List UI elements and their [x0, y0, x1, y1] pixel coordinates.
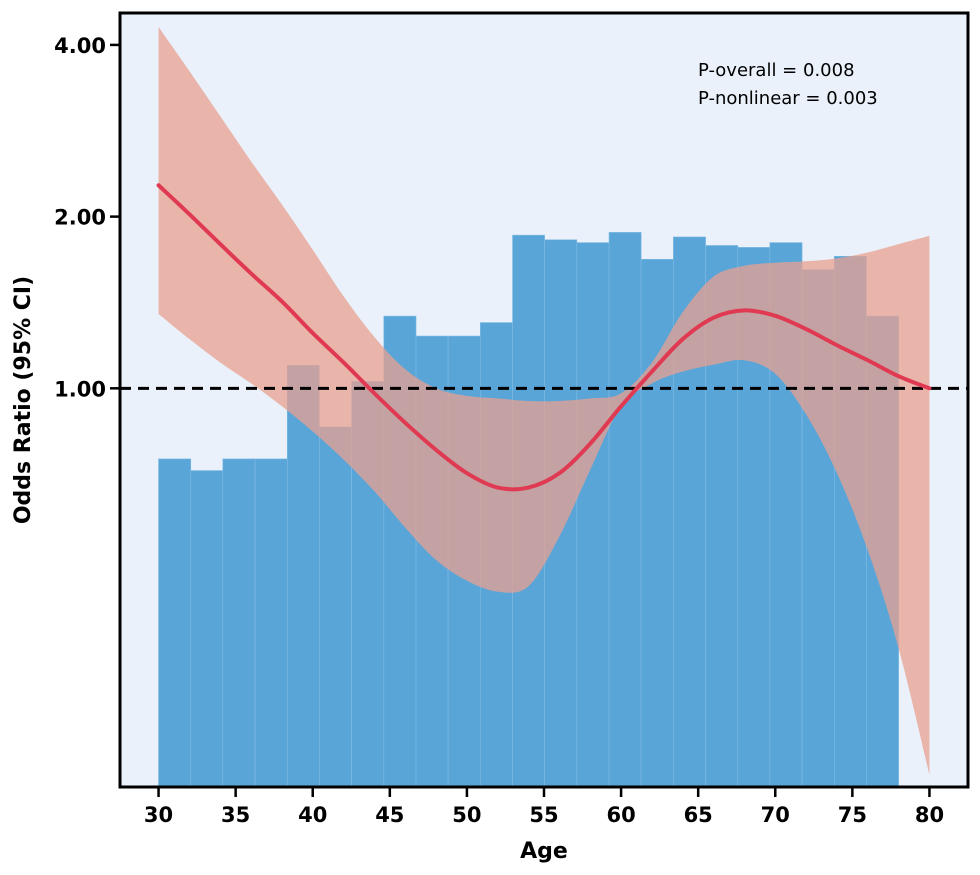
histogram-bar	[190, 470, 224, 788]
x-tick-label: 75	[838, 803, 867, 827]
x-tick-label: 45	[375, 803, 404, 827]
y-tick-label: 2.00	[54, 206, 106, 230]
histogram-bar	[319, 426, 352, 788]
y-tick-label: 1.00	[54, 377, 106, 401]
x-tick-label: 30	[144, 803, 173, 827]
histogram-bar	[254, 458, 288, 788]
x-tick-label: 65	[684, 803, 713, 827]
x-tick-label: 40	[298, 803, 327, 827]
x-tick-label: 70	[761, 803, 790, 827]
histogram-bar	[158, 458, 192, 788]
x-axis-title: Age	[520, 839, 568, 864]
p-overall-annotation: P-overall = 0.008	[698, 60, 855, 81]
y-axis-title: Odds Ratio (95% CI)	[11, 276, 36, 524]
histogram-bar	[576, 242, 610, 788]
y-tick-label: 4.00	[54, 34, 106, 58]
histogram-bar	[222, 458, 256, 788]
x-tick-label: 50	[452, 803, 481, 827]
x-tick-label: 55	[529, 803, 558, 827]
histogram-bar	[608, 232, 642, 788]
y-axis: 1.00 2.00 4.00	[54, 34, 120, 401]
confidence-band	[158, 26, 930, 775]
p-nonlinear-annotation: P-nonlinear = 0.003	[698, 88, 878, 109]
odds-ratio-curve	[156, 183, 932, 492]
x-axis: 30 35 40 45 50 55 60 65 70 75 80	[144, 787, 944, 827]
x-tick-label: 80	[915, 803, 944, 827]
x-tick-label: 35	[221, 803, 250, 827]
x-tick-label: 60	[606, 803, 635, 827]
